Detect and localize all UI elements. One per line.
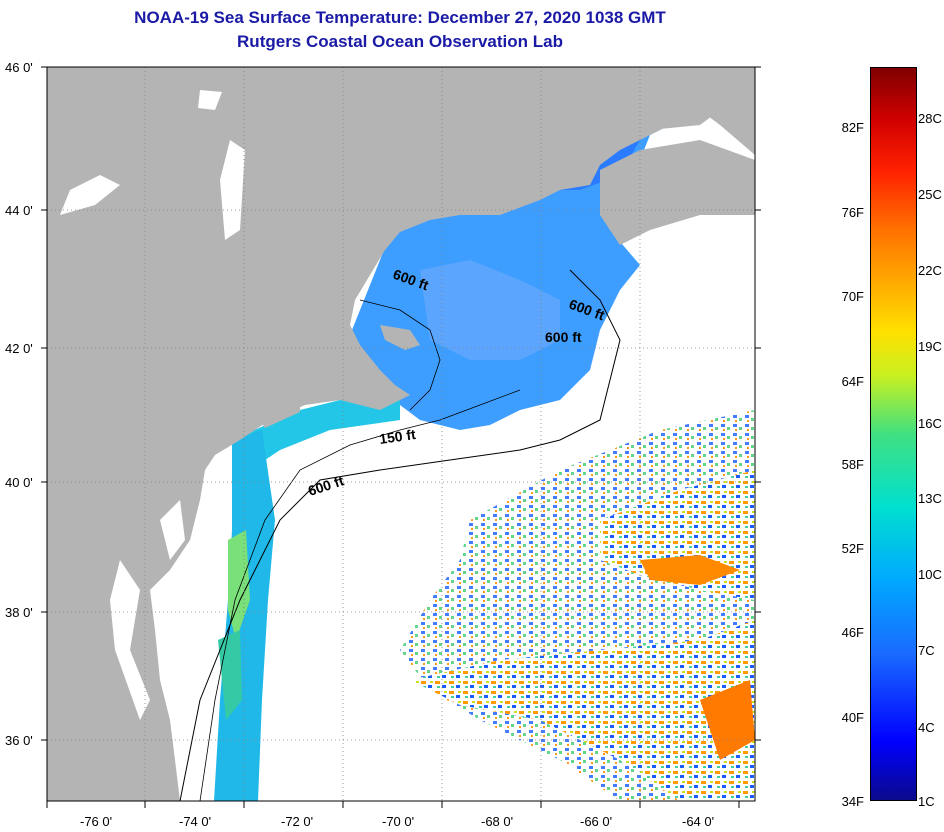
delaware-bay (160, 500, 185, 560)
north-america-land (47, 67, 755, 801)
colorbar-label-34f: 34F (841, 794, 864, 809)
colorbar-label-40f: 40F (841, 710, 864, 725)
lon-label-70: -70 0' (382, 814, 414, 829)
temperature-colorbar (870, 67, 917, 801)
shelf-warm-patch (218, 630, 242, 720)
colorbar-label-64f: 64F (841, 374, 864, 389)
colorbar-label-28c: 28C (918, 111, 942, 126)
colorbar-label-1c: 1C (918, 794, 935, 809)
contour-150ft-line (199, 389, 521, 801)
lat-label-38: 38 0' (5, 605, 33, 620)
colorbar-label-19c: 19C (918, 339, 942, 354)
contour-600ft-line (179, 269, 621, 801)
shelf-warm-streak (228, 530, 250, 640)
nova-scotia-land (600, 140, 755, 245)
colorbar-label-82f: 82F (841, 120, 864, 135)
lake-champlain (220, 140, 245, 240)
long-island-land (260, 405, 300, 428)
map-title: NOAA-19 Sea Surface Temperature: Decembe… (134, 8, 666, 27)
contour-label-150: 150 ft (378, 426, 417, 447)
colorbar-label-7c: 7C (918, 643, 935, 658)
colorbar-label-25c: 25C (918, 187, 942, 202)
lon-label-68: -68 0' (481, 814, 513, 829)
lon-label-66: -66 0' (580, 814, 612, 829)
map-subtitle: Rutgers Coastal Ocean Observation Lab (237, 32, 563, 51)
colorbar-label-46f: 46F (841, 625, 864, 640)
lat-label-40: 40 0' (5, 475, 33, 490)
cool-patch (420, 260, 560, 360)
lat-label-44: 44 0' (5, 203, 33, 218)
map-frame (46, 66, 756, 802)
lon-label-72: -72 0' (281, 814, 313, 829)
gulf-stream-warm-south (410, 620, 755, 801)
lat-label-42: 42 0' (5, 341, 33, 356)
lon-label-74: -74 0' (179, 814, 211, 829)
colorbar-label-52f: 52F (841, 541, 864, 556)
lat-label-46: 46 0' (5, 60, 33, 75)
colorbar-label-16c: 16C (918, 416, 942, 431)
colorbar-label-58f: 58F (841, 457, 864, 472)
lon-label-64: -64 0' (682, 814, 714, 829)
colorbar-label-22c: 22C (918, 263, 942, 278)
lat-label-36: 36 0' (5, 733, 33, 748)
colorbar-label-70f: 70F (841, 289, 864, 304)
lake-ontario (60, 175, 120, 215)
new-brunswick-land (560, 95, 720, 150)
cape-cod-land (380, 325, 420, 350)
axis-ticks (41, 66, 761, 808)
lake-patch (198, 90, 222, 110)
warm-core (640, 555, 740, 585)
colorbar-label-13c: 13C (918, 491, 942, 506)
chesapeake-bay (110, 560, 150, 720)
colorbar-label-76f: 76F (841, 205, 864, 220)
colorbar-label-4c: 4C (918, 720, 935, 735)
contour-gulf-line (359, 299, 441, 411)
contour-label-600-georges: 600 ft (545, 329, 582, 345)
warm-core-south (700, 680, 755, 760)
colorbar-label-10c: 10C (918, 567, 942, 582)
shelf-sst (232, 395, 400, 540)
lon-label-76: -76 0' (80, 814, 112, 829)
